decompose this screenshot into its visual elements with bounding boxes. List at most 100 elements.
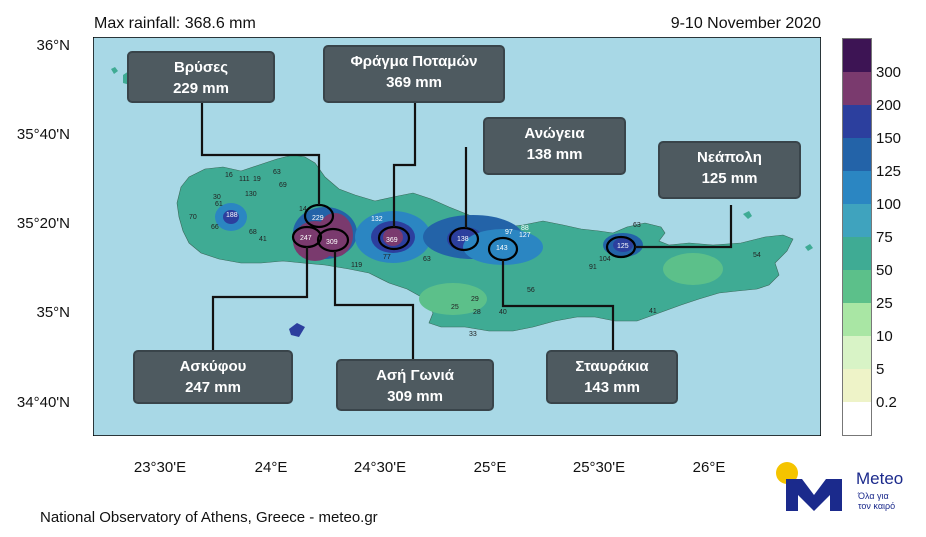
station-value: 63 (633, 222, 641, 229)
colorbar-swatch (843, 203, 871, 237)
colorbar-label: 150 (876, 130, 902, 147)
lat-label: 35°40'N (16, 126, 70, 143)
colorbar-swatch (843, 401, 871, 435)
callout-name: Ανώγεια (524, 125, 585, 142)
credit-text: National Observatory of Athens, Greece -… (40, 509, 378, 526)
station-value: 309 (326, 239, 338, 246)
station-value: 54 (753, 252, 761, 259)
station-value: 16 (225, 172, 233, 179)
callout-value: 138 mm (526, 146, 583, 163)
station-value: 61 (215, 201, 223, 208)
colorbar-label: 125 (876, 163, 902, 180)
colorbar-label: 50 (876, 262, 893, 279)
station-value: 41 (649, 308, 657, 315)
meteo-logo: Meteo Όλα για τον καιρό (774, 461, 914, 515)
colorbar-label: 10 (876, 328, 893, 345)
leader-lines (200, 100, 733, 359)
station-value: 247 (300, 235, 312, 242)
station-value: 29 (471, 296, 479, 303)
colorbar-label: 5 (876, 361, 885, 378)
colorbar-label: 25 (876, 295, 893, 312)
station-value: 30 (213, 194, 221, 201)
station-value: 104 (599, 256, 611, 263)
circle-anogeia (448, 226, 480, 252)
callout-value: 247 mm (185, 379, 241, 396)
station-value: 63 (423, 256, 431, 263)
station-value: 138 (457, 236, 469, 243)
meteo-logo-icon (776, 462, 842, 511)
map-title: Max rainfall: 368.6 mm (94, 15, 256, 32)
callout-neapoli: Νεάπολη 125 mm (658, 141, 801, 199)
colorbar-swatch (843, 170, 871, 204)
station-values: 16 111 19 63 69 30 61 130 70 188 66 68 4… (189, 169, 761, 338)
lat-label: 34°40'N (16, 394, 70, 411)
callout-vryses: Βρύσες 229 mm (127, 51, 275, 103)
colorbar-label: 200 (876, 97, 902, 114)
station-value: 40 (499, 309, 507, 316)
station-value: 125 (617, 243, 629, 250)
lat-label: 35°N (36, 304, 70, 321)
colorbar-swatch (843, 302, 871, 336)
callout-name: Βρύσες (173, 59, 229, 76)
station-value: 19 (253, 176, 261, 183)
callout-value: 369 mm (386, 74, 442, 91)
station-value: 56 (527, 287, 535, 294)
callout-name: Ασή Γωνιά (376, 367, 454, 384)
station-value: 63 (273, 169, 281, 176)
station-value: 70 (189, 214, 197, 221)
callout-value: 229 mm (173, 80, 229, 97)
callout-value: 143 mm (584, 379, 640, 396)
station-value: 66 (211, 224, 219, 231)
colorbar-swatch (843, 269, 871, 303)
station-value: 88 (521, 225, 529, 232)
station-value: 69 (279, 182, 287, 189)
logo-name: Meteo (856, 469, 904, 488)
callout-name: Νεάπολη (697, 149, 762, 166)
station-value: 132 (371, 216, 383, 223)
station-value: 188 (226, 212, 238, 219)
station-value: 127 (519, 232, 531, 239)
colorbar-label: 100 (876, 196, 902, 213)
lon-label: 25°E (473, 459, 507, 476)
station-value: 25 (451, 304, 459, 311)
callout-anogeia: Ανώγεια 138 mm (483, 117, 626, 175)
station-value: 77 (383, 254, 391, 261)
station-value: 119 (351, 262, 362, 269)
lon-label: 24°E (254, 459, 288, 476)
callout-asi-gonia: Ασή Γωνιά 309 mm (336, 359, 494, 411)
station-value: 33 (469, 331, 477, 338)
circle-asi-gonia (316, 227, 350, 253)
callout-name: Σταυράκια (575, 358, 649, 375)
station-value: 111 (239, 176, 250, 183)
callout-askyfou: Ασκύφου 247 mm (133, 350, 293, 404)
callout-value: 309 mm (387, 388, 443, 405)
colorbar-swatch (843, 71, 871, 105)
colorbar-label: 75 (876, 229, 893, 246)
colorbar-swatch (843, 335, 871, 369)
colorbar-swatch (843, 236, 871, 270)
callout-name: Φράγμα Ποταμών (350, 53, 478, 70)
callout-value: 125 mm (701, 170, 758, 187)
station-value: 14 (299, 206, 307, 213)
station-value: 143 (496, 245, 508, 252)
station-value: 97 (505, 229, 513, 236)
lon-label: 26°E (692, 459, 726, 476)
colorbar-swatch (843, 368, 871, 402)
callout-fragma: Φράγμα Ποταμών 369 mm (323, 45, 505, 103)
lon-label: 23°30'E (133, 459, 187, 476)
station-value: 130 (245, 191, 257, 198)
callout-name: Ασκύφου (179, 358, 247, 375)
rainfall-intensity (215, 203, 723, 315)
logo-tagline-2: τον καιρό (858, 501, 896, 511)
station-value: 28 (473, 309, 481, 316)
lat-label: 35°20'N (16, 215, 70, 232)
colorbar-label: 300 (876, 64, 902, 81)
lon-label: 24°30'E (353, 459, 407, 476)
lon-label: 25°30'E (572, 459, 626, 476)
colorbar-label: 0.2 (876, 394, 897, 411)
station-value: 41 (259, 236, 267, 243)
logo-tagline-1: Όλα για (858, 491, 889, 501)
colorbar-swatch (843, 39, 871, 72)
callout-stavrakia: Σταυράκια 143 mm (546, 350, 678, 404)
colorbar-swatch (843, 137, 871, 171)
